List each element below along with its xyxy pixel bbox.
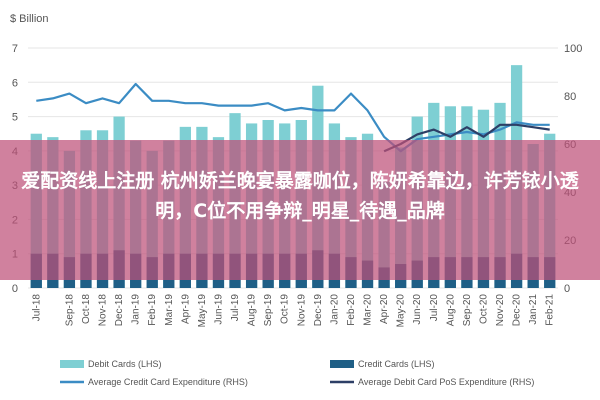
legend-label: Credit Cards (LHS) (358, 359, 435, 369)
x-tick-label: Nov-19 (296, 294, 307, 327)
y-right-tick-label: 100 (564, 43, 582, 55)
x-tick-label: Jun-19 (213, 294, 224, 325)
x-tick-label: Oct-19 (280, 294, 291, 324)
x-tick-label: Sep-20 (462, 294, 473, 327)
legend: Debit Cards (LHS) Credit Cards (LHS) Avera… (60, 359, 534, 387)
legend-swatch (330, 360, 354, 368)
x-tick-label: Feb-20 (346, 294, 357, 326)
x-tick-label: Jan-21 (528, 294, 539, 325)
x-tick-label: Aug-20 (445, 294, 456, 327)
x-tick-label: Sep-19 (263, 294, 274, 327)
overlay-title[interactable]: 爱配资线上注册 杭州娇兰晚宴暴露咖位，陈妍希靠边，许芳铱小透明，C位不用争辩_明… (21, 170, 579, 222)
x-tick-label: Mar-20 (363, 294, 374, 326)
x-tick-label: Apr-20 (379, 294, 390, 324)
legend-label: Average Debit Card PoS Expenditure (RHS) (358, 377, 534, 387)
avg-credit-card-expenditure-line (36, 82, 550, 153)
x-tick-label: Aug-19 (247, 294, 258, 327)
x-tick-label: Dec-20 (512, 294, 523, 327)
x-tick-label: Jan-20 (329, 294, 340, 325)
y-left-tick-label: 5 (12, 112, 18, 124)
x-tick-label: Jan-19 (131, 294, 142, 325)
x-tick-label: Apr-19 (180, 294, 191, 324)
y-unit-label: $ Billion (10, 13, 49, 25)
x-tick-label: Dec-18 (114, 294, 125, 327)
line-series (36, 82, 550, 153)
x-tick-label: Jun-20 (412, 294, 423, 325)
x-tick-label: May-19 (197, 294, 208, 328)
x-tick-label: Feb-19 (147, 294, 158, 326)
x-tick-label: Jul-18 (31, 294, 42, 322)
avg-debit-card-pos-expenditure-line (383, 123, 550, 153)
y-right-tick-label: 80 (564, 91, 576, 103)
title-overlay: 爱配资线上注册 杭州娇兰晚宴暴露咖位，陈妍希靠边，许芳铱小透明，C位不用争辩_明… (0, 140, 600, 280)
legend-label: Average Credit Card Expenditure (RHS) (88, 377, 248, 387)
x-tick-label: May-20 (396, 294, 407, 328)
x-tick-label: Oct-18 (81, 294, 92, 324)
x-tick-label: Sep-18 (64, 294, 75, 327)
y-right-tick-label: 0 (564, 283, 570, 295)
y-left-tick-label: 0 (12, 283, 18, 295)
x-tick-label: Oct-20 (478, 294, 489, 324)
x-tick-label: Mar-19 (164, 294, 175, 326)
y-left-tick-label: 7 (12, 43, 18, 55)
x-tick-label: Nov-20 (495, 294, 506, 327)
y-left-tick-label: 6 (12, 77, 18, 89)
legend-label: Debit Cards (LHS) (88, 359, 162, 369)
x-tick-label: Jul-20 (429, 294, 440, 322)
legend-swatch (60, 360, 84, 368)
x-tick-label: Dec-19 (313, 294, 324, 327)
x-tick-label: Nov-18 (98, 294, 109, 327)
x-axis-ticks: Jul-18 Sep-18 Oct-18 Nov-18 Dec-18 Jan-19 Feb-… (31, 294, 555, 328)
x-tick-label: Jul-19 (230, 294, 241, 322)
x-tick-label: Feb-21 (545, 294, 556, 326)
